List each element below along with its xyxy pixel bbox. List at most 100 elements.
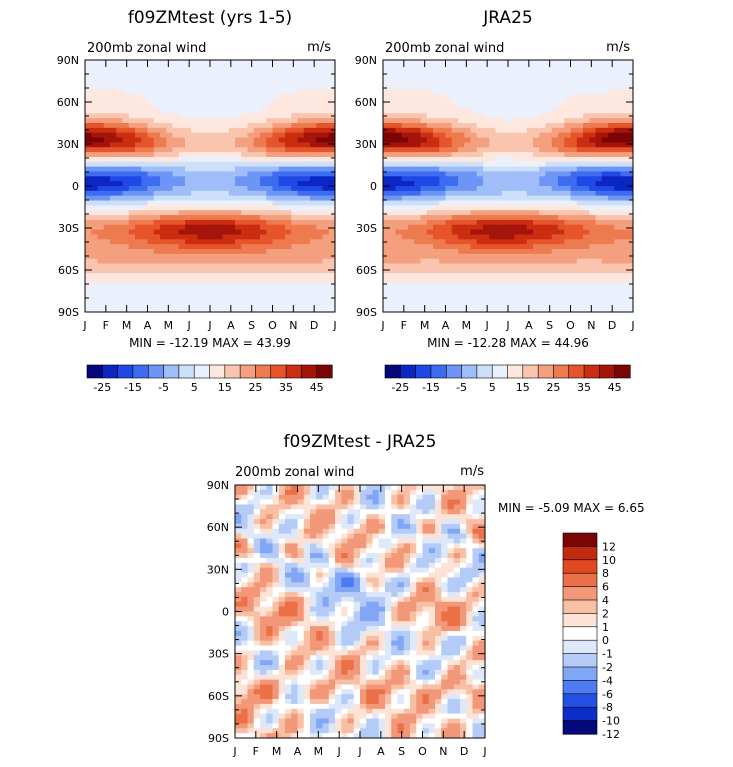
y-tick-label: 30N — [57, 138, 79, 151]
heatmap-cell — [97, 84, 105, 90]
heatmap-cell — [583, 239, 590, 245]
heatmap-cell — [420, 224, 428, 231]
heatmap-cell — [389, 258, 397, 265]
heatmap-cell — [414, 205, 422, 211]
heatmap-cell — [353, 543, 361, 549]
heatmap-cell — [414, 234, 422, 240]
heatmap-cell — [372, 489, 380, 496]
heatmap-cell — [601, 273, 609, 279]
heatmap-cell — [460, 509, 467, 515]
heatmap-cell — [153, 113, 161, 119]
heatmap-cell — [410, 523, 417, 530]
heatmap-cell — [433, 195, 440, 202]
heatmap-cell — [533, 224, 540, 231]
heatmap-cell — [439, 171, 447, 177]
heatmap-cell — [191, 74, 199, 80]
heatmap-cell — [172, 132, 180, 139]
heatmap-cell — [328, 205, 335, 211]
heatmap-cell — [514, 292, 522, 299]
colorbar-swatch — [224, 364, 241, 379]
heatmap-cell — [508, 190, 515, 197]
heatmap-cell — [85, 171, 92, 177]
heatmap-cell — [322, 533, 330, 540]
heatmap-cell — [247, 307, 255, 312]
heatmap-cell — [328, 287, 335, 294]
heatmap-cell — [128, 171, 136, 177]
heatmap-cell — [441, 543, 449, 549]
heatmap-cell — [310, 181, 317, 187]
heatmap-cell — [322, 263, 330, 269]
heatmap-cell — [297, 93, 305, 100]
heatmap-cell — [310, 152, 317, 158]
heatmap-cell — [103, 64, 111, 71]
heatmap-cell — [116, 132, 124, 139]
heatmap-cell — [128, 302, 136, 308]
heatmap-cell — [266, 548, 274, 554]
heatmap-cell — [135, 282, 142, 289]
heatmap-cell — [551, 258, 559, 265]
heatmap-cell — [470, 181, 478, 187]
heatmap-cell — [360, 489, 367, 496]
heatmap-cell — [626, 253, 633, 260]
heatmap-cell — [466, 523, 474, 530]
heatmap-cell — [453, 528, 461, 535]
heatmap-cell — [458, 287, 465, 294]
heatmap-cell — [316, 287, 324, 294]
heatmap-cell — [285, 302, 292, 308]
heatmap-cell — [401, 152, 409, 158]
heatmap-cell — [197, 93, 205, 100]
heatmap-cell — [478, 533, 485, 540]
heatmap-cell — [266, 224, 274, 231]
heatmap-cell — [470, 210, 478, 216]
heatmap-cell — [601, 186, 609, 192]
heatmap-cell — [228, 84, 236, 90]
heatmap-cell — [122, 302, 130, 308]
heatmap-cell — [420, 64, 428, 71]
heatmap-cell — [335, 523, 342, 530]
heatmap-cell — [310, 523, 317, 530]
heatmap-cell — [235, 118, 242, 124]
heatmap-cell — [626, 176, 633, 182]
heatmap-cell — [253, 127, 261, 134]
heatmap-cell — [316, 205, 324, 211]
heatmap-cell — [247, 79, 255, 85]
heatmap-cell — [210, 253, 217, 260]
heatmap-cell — [576, 171, 584, 177]
heatmap-cell — [128, 69, 136, 76]
heatmap-cell — [458, 205, 465, 211]
units-label: m/s — [307, 40, 331, 55]
heatmap-cell — [533, 84, 540, 90]
heatmap-cell — [601, 103, 609, 110]
heatmap-cell — [197, 60, 205, 66]
heatmap-cell — [235, 186, 242, 192]
heatmap-cell — [116, 239, 124, 245]
heatmap-cell — [85, 142, 92, 148]
heatmap-cell — [458, 186, 465, 192]
heatmap-cell — [595, 215, 603, 221]
heatmap-cell — [395, 190, 403, 197]
heatmap-cell — [526, 297, 534, 303]
heatmap-cell — [601, 219, 609, 226]
heatmap-cell — [141, 297, 149, 303]
heatmap-cell — [389, 234, 397, 240]
heatmap-cell — [291, 287, 299, 294]
heatmap-cell — [241, 553, 249, 559]
heatmap-cell — [285, 229, 292, 236]
heatmap-cell — [153, 89, 161, 95]
heatmap-cell — [253, 278, 261, 284]
heatmap-cell — [141, 195, 149, 202]
heatmap-cell — [626, 181, 633, 187]
heatmap-cell — [441, 548, 449, 554]
heatmap-cell — [85, 302, 92, 308]
heatmap-cell — [297, 123, 305, 129]
heatmap-cell — [203, 132, 211, 139]
heatmap-cell — [595, 93, 603, 100]
heatmap-cell — [589, 244, 597, 250]
heatmap-cell — [408, 297, 415, 303]
heatmap-cell — [445, 132, 453, 139]
heatmap-cell — [495, 79, 503, 85]
heatmap-cell — [426, 263, 434, 269]
heatmap-cell — [153, 292, 161, 299]
heatmap-cell — [426, 200, 434, 206]
heatmap-cell — [558, 258, 565, 265]
